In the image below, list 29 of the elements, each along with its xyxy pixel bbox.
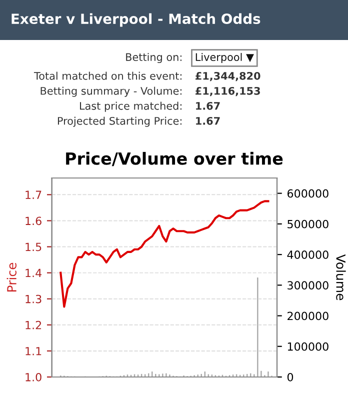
y2-tick-label: 400000 [287, 250, 328, 259]
text: £1,116,153 [196, 86, 260, 96]
y-tick-label: 1.1 [26, 347, 42, 356]
text: Betting on: [126, 52, 182, 64]
text: 1.67 [196, 116, 220, 125]
y-tick-label: 1.4 [26, 268, 42, 278]
text: Betting summary - Volume: [40, 86, 182, 97]
y2-tick-label: 300000 [288, 281, 328, 290]
text: Projected Starting Price: [58, 116, 182, 127]
text: Exeter v Liverpool - Match Odds [12, 13, 260, 27]
y2-axis-title: Volume [336, 254, 346, 300]
y2-tick-label: 100000 [288, 342, 328, 351]
y-tick-label: 1.3 [26, 294, 42, 304]
y2-tick-label: 500000 [288, 220, 328, 228]
chart-title: Price/Volume over time [66, 152, 283, 166]
text: £1,344,820 [196, 72, 260, 82]
y-tick-label: 1.5 [26, 242, 42, 252]
y2-tick-label: 0 [287, 372, 294, 382]
y2-tick-label: 200000 [288, 312, 328, 320]
y-tick-label: 1.0 [26, 372, 42, 382]
text: Total matched on this event: [34, 72, 182, 80]
text: 1.67 [196, 102, 220, 110]
text: Last price matched: [80, 102, 182, 112]
y-tick-label: 1.6 [26, 216, 42, 226]
y2-tick-label: 600000 [288, 189, 328, 198]
y-tick-label: 1.7 [26, 190, 42, 199]
y-tick-label: 1.2 [26, 320, 42, 330]
y-axis-title: Price [6, 262, 16, 292]
text: Liverpool ▼ [196, 52, 254, 64]
